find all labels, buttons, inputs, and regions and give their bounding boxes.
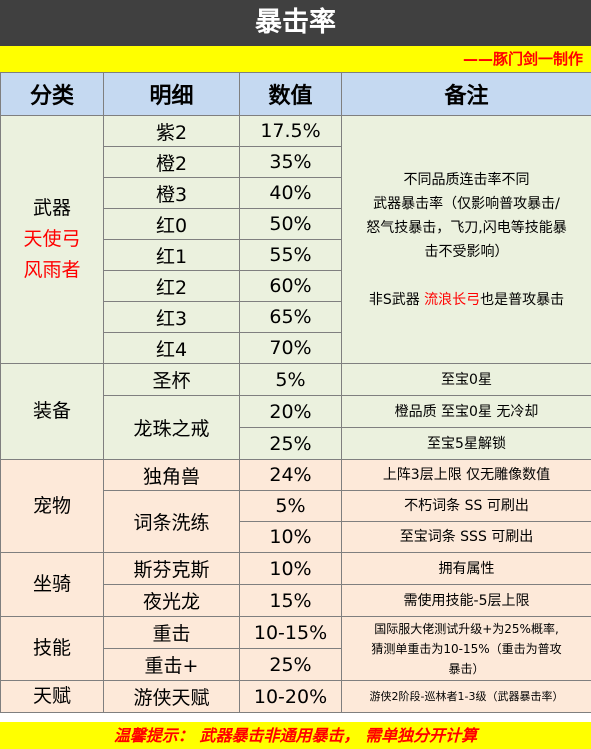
footer-tip: 温馨提示： 武器暴击非通用暴击， 需单独分开计算	[0, 722, 591, 749]
note-line: 猜测单重击为10-15%（重击为普攻	[371, 641, 562, 656]
detail-cell: 斯芬克斯	[103, 552, 240, 585]
detail-cell: 橙2	[103, 146, 240, 178]
value-cell: 10-15%	[239, 616, 342, 649]
table-row: 词条洗练 5% 不朽词条 SS 可刷出	[1, 490, 591, 553]
category-label: 武器	[32, 197, 71, 219]
note-line: 国际服大佬测试升级+为25%概率,	[374, 621, 559, 636]
header-category: 分类	[0, 72, 104, 116]
table-row: 技能 重击 10-15% 国际服大佬测试升级+为25%概率, 猜测单重击为10-…	[0, 616, 591, 681]
detail-cell: 紫2	[103, 115, 240, 147]
detail-cell: 红0	[103, 208, 240, 240]
header-detail: 明细	[103, 72, 240, 116]
value-cell: 25%	[239, 648, 342, 681]
header-row: 分类 明细 数值 备注	[0, 72, 591, 116]
header-note: 备注	[341, 72, 591, 116]
value-cell: 35%	[239, 146, 342, 178]
category-equip: 装备	[0, 363, 104, 460]
value-cell: 60%	[239, 270, 342, 302]
note-line: 击不受影响）	[424, 243, 509, 260]
value-cell: 10%	[239, 552, 342, 585]
table-row: 天赋 游侠天赋 10-20% 游侠2阶段-巡林者1-3级（武器暴击率）	[0, 680, 591, 713]
table-row: 夜光龙 15% 需使用技能-5层上限	[1, 584, 591, 617]
category-skill: 技能	[0, 616, 104, 681]
value-cell: 5%	[239, 363, 342, 396]
weapon-name-angel-bow: 天使弓	[23, 228, 81, 250]
note-cell: 拥有属性	[341, 552, 591, 585]
table-row: 10% 至宝词条 SSS 可刷出	[1, 521, 591, 553]
category-talent: 天赋	[0, 680, 104, 713]
detail-cell: 夜光龙	[103, 584, 240, 617]
table-row: 宠物 独角兽 24% 上阵3层上限 仅无雕像数值	[0, 459, 591, 553]
note-cell: 橙品质 至宝0星 无冷却	[341, 395, 591, 428]
detail-cell: 游侠天赋	[103, 680, 240, 713]
note-cell: 至宝5星解锁	[341, 427, 591, 460]
category-mount: 坐骑	[0, 552, 104, 617]
value-cell: 17.5%	[239, 115, 342, 147]
note-cell: 至宝词条 SSS 可刷出	[341, 521, 591, 553]
note-line: 暴击）	[448, 661, 485, 676]
detail-cell: 重击+	[103, 648, 240, 681]
table-row: 坐骑 斯芬克斯 10% 拥有属性	[0, 552, 591, 617]
value-cell: 70%	[239, 332, 342, 364]
table-row: 红2 60%	[1, 270, 591, 302]
value-cell: 10-20%	[239, 680, 342, 713]
note-line: 武器暴击率（仅影响普攻暴击/	[373, 195, 560, 212]
header-value: 数值	[239, 72, 342, 116]
detail-cell: 红4	[103, 332, 240, 364]
value-cell: 50%	[239, 208, 342, 240]
note-cell: 需使用技能-5层上限	[341, 584, 591, 617]
value-cell: 40%	[239, 177, 342, 209]
category-weapon: 武器 天使弓 风雨者	[0, 115, 104, 364]
note-skill: 国际服大佬测试升级+为25%概率, 猜测单重击为10-15%（重击为普攻 暴击）	[341, 616, 591, 681]
note-line: 怒气技暴击，飞刀,闪电等技能暴	[366, 219, 567, 236]
detail-cell: 圣杯	[103, 363, 240, 396]
value-cell: 25%	[239, 427, 342, 460]
note-line: 不同品质连击率不同	[403, 171, 530, 188]
table-row: 红0 50%	[1, 208, 591, 240]
note-cell: 游侠2阶段-巡林者1-3级（武器暴击率）	[341, 680, 591, 713]
crit-rate-table: 分类 明细 数值 备注 武器 天使弓 风雨者 紫2 17.5% 不同品质连击率不…	[0, 72, 591, 713]
note-line: 非S武器 流浪长弓也是普攻暴击	[343, 288, 591, 312]
table-row: 25% 至宝5星解锁	[1, 427, 591, 460]
value-cell: 65%	[239, 301, 342, 333]
detail-cell: 橙3	[103, 177, 240, 209]
page-title: 暴击率	[0, 0, 591, 46]
detail-cell: 红1	[103, 239, 240, 271]
note-text: 非S武器	[368, 291, 425, 308]
detail-cell: 红3	[103, 301, 240, 333]
value-cell: 24%	[239, 459, 342, 491]
weapon-name-windrain: 风雨者	[23, 259, 81, 281]
table-row: 红4 70%	[1, 332, 591, 364]
detail-cell: 龙珠之戒	[103, 395, 240, 460]
table-row: 武器 天使弓 风雨者 紫2 17.5% 不同品质连击率不同 武器暴击率（仅影响普…	[0, 115, 591, 364]
note-cell: 上阵3层上限 仅无雕像数值	[341, 459, 591, 491]
value-cell: 15%	[239, 584, 342, 617]
credit-line: ——豚门剑一制作	[0, 46, 591, 72]
note-text: 也是普攻暴击	[480, 291, 565, 308]
weapon-name-wander-bow: 流浪长弓	[424, 291, 481, 308]
table-row: 装备 圣杯 5% 至宝0星	[0, 363, 591, 460]
note-cell: 至宝0星	[341, 363, 591, 396]
value-cell: 5%	[239, 490, 342, 522]
detail-cell: 红2	[103, 270, 240, 302]
value-cell: 10%	[239, 521, 342, 553]
value-cell: 20%	[239, 395, 342, 428]
table-row: 橙2 35%	[1, 146, 591, 178]
detail-cell: 重击	[103, 616, 240, 649]
note-cell: 不朽词条 SS 可刷出	[341, 490, 591, 522]
detail-cell: 独角兽	[103, 459, 240, 491]
category-pet: 宠物	[0, 459, 104, 553]
value-cell: 55%	[239, 239, 342, 271]
table-row: 红1 55%	[1, 239, 591, 271]
note-weapon: 不同品质连击率不同 武器暴击率（仅影响普攻暴击/ 怒气技暴击，飞刀,闪电等技能暴…	[341, 115, 591, 364]
table-row: 红3 65%	[1, 301, 591, 333]
detail-cell: 词条洗练	[103, 490, 240, 553]
